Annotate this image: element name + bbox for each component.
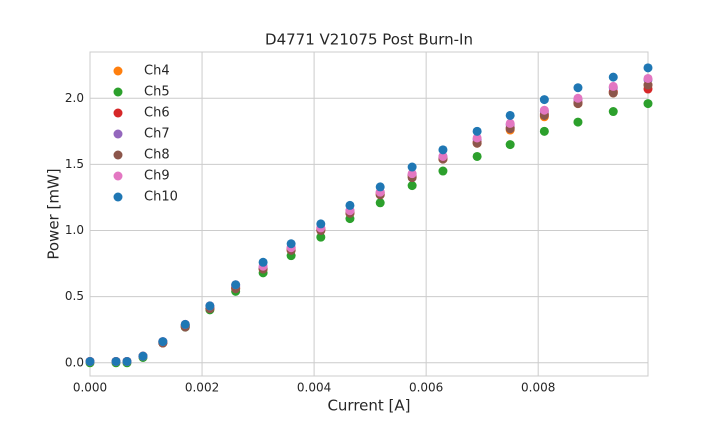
legend-label: Ch9	[144, 169, 170, 184]
data-point	[608, 81, 618, 91]
legend-label: Ch8	[144, 148, 170, 163]
legend-marker	[113, 150, 123, 160]
data-point	[608, 72, 618, 82]
legend-marker	[113, 171, 123, 181]
data-point	[438, 145, 448, 155]
data-point	[573, 93, 583, 103]
chart-title: D4771 V21075 Post Burn-In	[265, 31, 473, 49]
data-point	[472, 133, 482, 143]
data-point	[539, 105, 549, 115]
data-point	[205, 301, 215, 311]
legend-label: Ch10	[144, 190, 178, 205]
data-point	[375, 182, 385, 192]
data-point	[286, 239, 296, 249]
x-axis-label: Current [A]	[327, 397, 410, 415]
data-point	[505, 140, 515, 150]
data-point	[472, 126, 482, 136]
data-point	[180, 319, 190, 329]
data-point	[643, 63, 653, 73]
data-point	[643, 80, 653, 90]
legend-marker	[113, 192, 123, 202]
data-point	[643, 99, 653, 109]
legend-marker	[113, 66, 123, 76]
y-tick-label: 2.0	[65, 91, 84, 105]
legend-label: Ch4	[144, 64, 170, 79]
legend-marker	[113, 129, 123, 139]
x-tick-label: 0.008	[521, 381, 555, 395]
x-tick-label: 0.004	[297, 381, 331, 395]
data-point	[231, 280, 241, 290]
y-tick-label: 1.5	[65, 157, 84, 171]
data-point	[258, 257, 268, 267]
data-point	[138, 351, 148, 361]
data-point	[505, 118, 515, 128]
data-point	[573, 117, 583, 127]
data-point	[85, 356, 95, 366]
data-point	[316, 219, 326, 229]
data-point	[407, 162, 417, 172]
y-tick-label: 1.0	[65, 223, 84, 237]
data-point	[539, 95, 549, 105]
data-point	[472, 151, 482, 161]
x-tick-label: 0.006	[409, 381, 443, 395]
y-tick-label: 0.0	[65, 355, 84, 369]
data-point	[438, 166, 448, 176]
legend-label: Ch7	[144, 127, 170, 142]
data-point	[573, 83, 583, 93]
data-point	[438, 151, 448, 161]
data-point	[122, 356, 132, 366]
data-point	[111, 356, 121, 366]
data-point	[608, 107, 618, 117]
data-point	[407, 169, 417, 179]
data-point	[345, 200, 355, 210]
legend-label: Ch6	[144, 106, 170, 121]
data-point	[643, 73, 653, 83]
data-point	[407, 181, 417, 191]
data-point	[158, 337, 168, 347]
data-point	[316, 232, 326, 242]
y-axis-label: Power [mW]	[45, 168, 63, 259]
plot-area	[89, 51, 649, 377]
data-point	[375, 198, 385, 208]
legend-marker	[113, 108, 123, 118]
legend-marker	[113, 87, 123, 97]
x-tick-label: 0.000	[73, 381, 107, 395]
legend-label: Ch5	[144, 85, 170, 100]
data-point	[539, 126, 549, 136]
x-tick-label: 0.002	[185, 381, 219, 395]
y-tick-label: 0.5	[65, 289, 84, 303]
data-point	[608, 88, 618, 98]
data-point	[505, 110, 515, 120]
